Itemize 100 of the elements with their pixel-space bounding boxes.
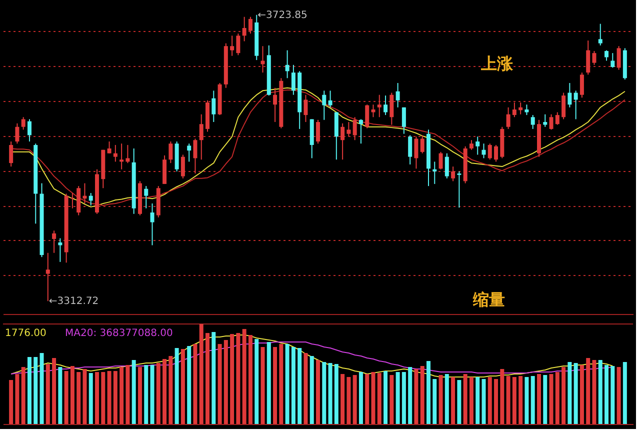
- candlestick: [457, 170, 462, 208]
- bar: [518, 376, 523, 424]
- candlestick: [568, 82, 572, 108]
- bar: [402, 372, 406, 424]
- bar: [174, 348, 179, 424]
- candlestick: [377, 94, 382, 118]
- bar: [88, 373, 93, 424]
- candlestick: [168, 140, 173, 164]
- bar: [469, 377, 474, 424]
- bar: [242, 329, 246, 424]
- candlestick: [469, 140, 474, 150]
- bar: [390, 375, 394, 424]
- candlestick: [512, 102, 516, 118]
- candlestick: [358, 118, 363, 144]
- bar: [254, 339, 259, 424]
- bar: [162, 359, 167, 424]
- bar: [580, 365, 584, 424]
- bar: [279, 344, 284, 424]
- bar: [463, 374, 468, 424]
- candlestick: [340, 122, 345, 160]
- bar: [536, 374, 541, 424]
- candlestick: [199, 114, 204, 160]
- bar: [334, 364, 338, 424]
- bar: [316, 360, 320, 424]
- candlestick: [248, 16, 252, 34]
- candlestick: [242, 16, 246, 42]
- bar: [562, 367, 566, 424]
- bar: [604, 365, 609, 424]
- bar: [168, 356, 173, 424]
- bar: [352, 375, 357, 424]
- bar: [488, 377, 492, 424]
- bar: [46, 364, 50, 424]
- bar: [304, 353, 308, 424]
- candlestick: [285, 50, 290, 79]
- bar: [126, 365, 130, 424]
- candlestick: [52, 230, 56, 254]
- candlestick: [346, 121, 351, 138]
- bar: [586, 358, 590, 424]
- bar: [322, 362, 326, 424]
- bar: [40, 353, 44, 424]
- bar: [524, 377, 529, 424]
- bar: [82, 369, 87, 424]
- bar: [180, 349, 185, 424]
- candlestick: [420, 134, 424, 154]
- candlestick: [598, 23, 602, 46]
- candlestick: [390, 92, 394, 126]
- candlestick: [482, 143, 486, 159]
- bar: [187, 346, 192, 424]
- bar: [506, 376, 510, 424]
- candlestick: [555, 112, 560, 126]
- bar: [21, 367, 26, 424]
- bar: [500, 369, 504, 424]
- bar: [101, 372, 106, 424]
- candlestick: [273, 87, 278, 122]
- candlestick: [21, 116, 26, 130]
- candlestick: [476, 136, 480, 156]
- bar: [230, 334, 234, 424]
- candlestick: [304, 94, 308, 122]
- bar: [616, 367, 621, 424]
- candlestick: [236, 33, 240, 56]
- bar: [132, 360, 136, 424]
- candlestick: [562, 92, 566, 120]
- bar: [457, 380, 462, 424]
- candlestick: [580, 72, 584, 98]
- bar: [328, 363, 332, 424]
- bar: [530, 376, 535, 424]
- annotation: ←3312.72: [48, 296, 99, 308]
- annotation: 上涨: [480, 54, 514, 73]
- candlestick: [549, 114, 554, 130]
- bar: [420, 366, 424, 424]
- candlestick: [113, 144, 118, 162]
- candlestick: [365, 104, 370, 129]
- candlestick: [444, 152, 449, 179]
- bar: [396, 372, 400, 424]
- bar: [426, 361, 430, 424]
- bar: [358, 372, 363, 424]
- bar: [260, 347, 265, 424]
- candlestick: [260, 46, 265, 74]
- bar: [476, 377, 480, 424]
- bar: [444, 374, 449, 424]
- candlestick: [506, 106, 510, 130]
- candlestick: [291, 64, 296, 96]
- candlestick: [616, 46, 621, 70]
- candlestick: [27, 118, 32, 142]
- candlestick: [384, 95, 388, 116]
- bar: [298, 348, 302, 424]
- bar: [622, 362, 627, 424]
- candlestick: [107, 140, 112, 154]
- bar: [156, 363, 160, 424]
- bar: [199, 324, 204, 424]
- bar: [408, 367, 412, 424]
- bar: [414, 369, 418, 424]
- candlestick: [150, 202, 154, 246]
- bar: [27, 357, 32, 424]
- candlestick: [402, 106, 406, 134]
- candlestick: [530, 114, 535, 130]
- bar: [113, 371, 118, 424]
- bar: [224, 340, 228, 424]
- candlestick: [494, 144, 498, 162]
- candlestick: [352, 116, 357, 141]
